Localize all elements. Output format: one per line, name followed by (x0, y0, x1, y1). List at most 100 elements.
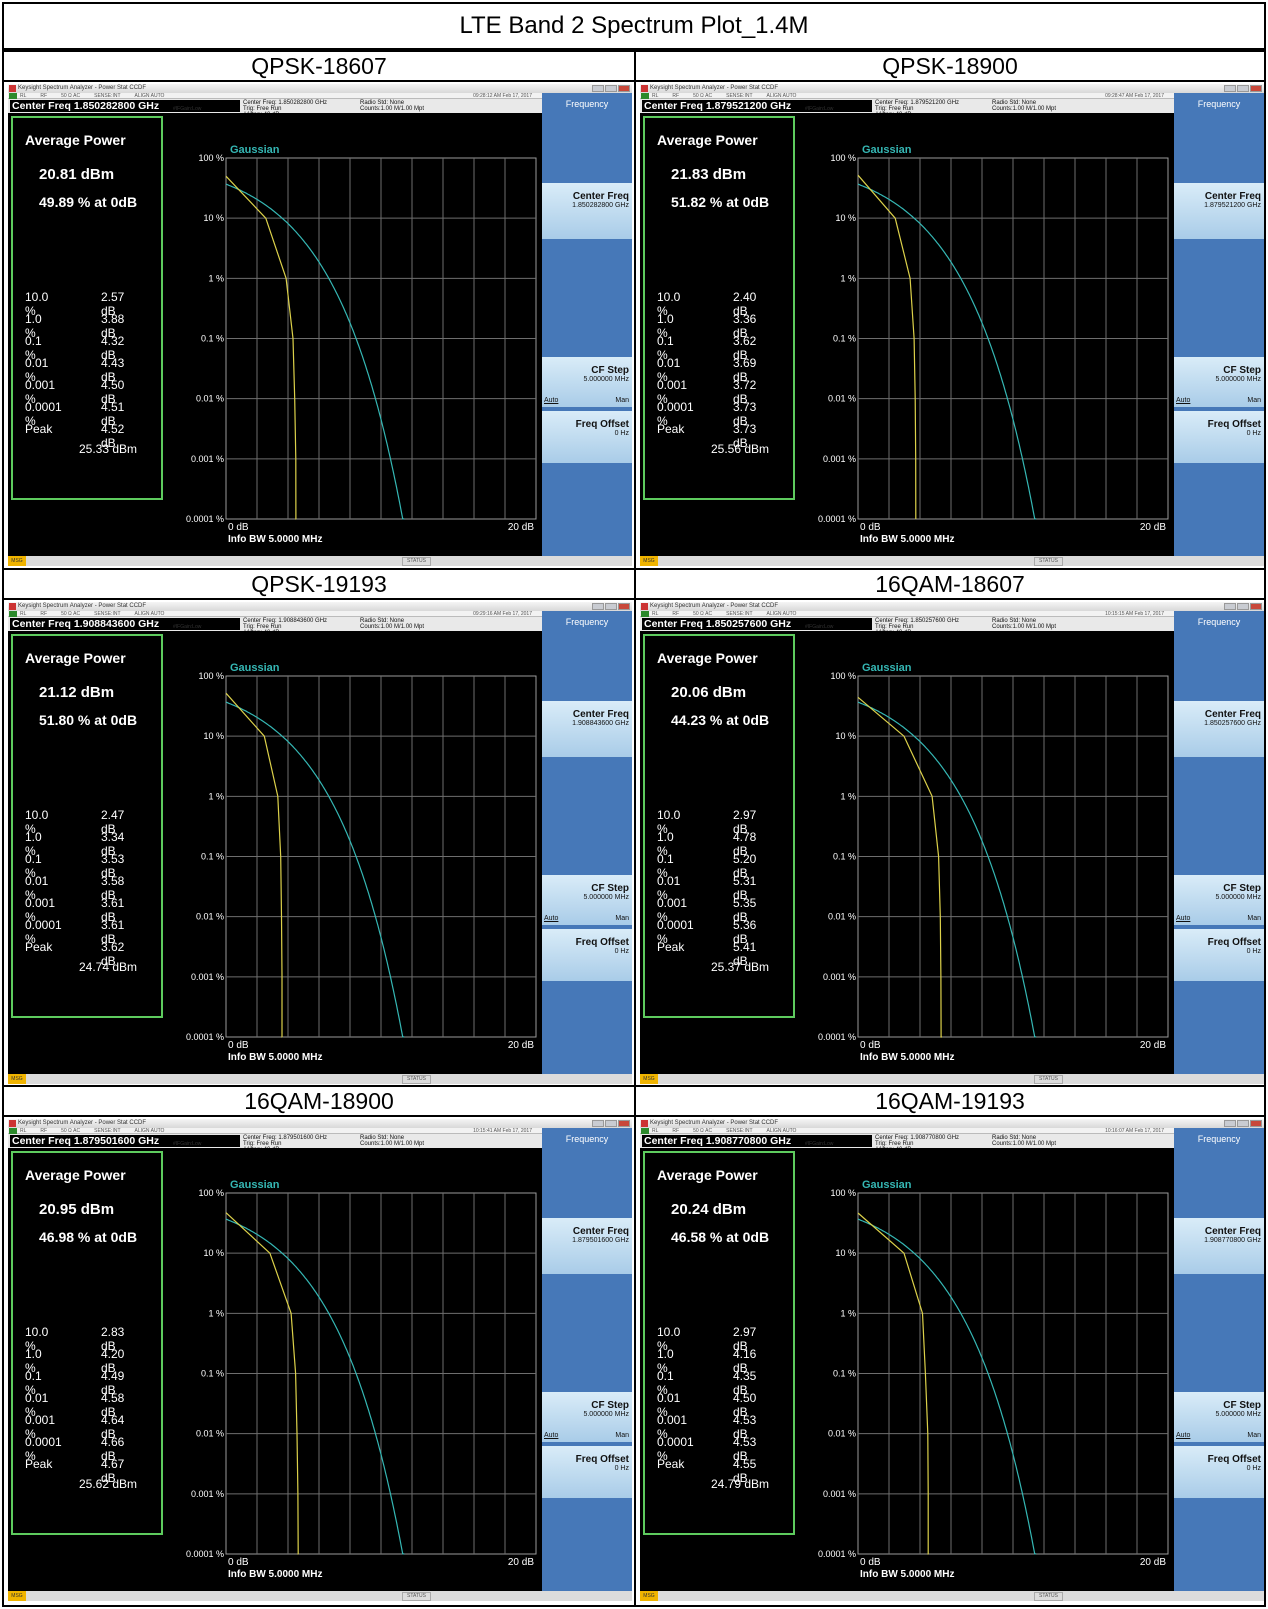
ccdf-row-label: 0.01 % (657, 874, 681, 902)
close-icon[interactable] (618, 85, 630, 92)
message-bar: MSG STATUS (8, 556, 632, 566)
maximize-icon[interactable] (1237, 85, 1249, 92)
msg-indicator[interactable]: MSG (8, 1591, 26, 1601)
y-tick-label: 1 % (208, 1308, 224, 1318)
app-icon (641, 603, 648, 610)
center-freq-readout[interactable]: Center Freq 1.908770800 GHz (642, 1135, 872, 1147)
close-icon[interactable] (618, 603, 630, 610)
center-freq-softkey[interactable]: Center Freq 1.850257600 GHz (1174, 701, 1264, 757)
meas-bar-item: ALIGN AUTO (134, 611, 165, 617)
ccdf-row-value: 3.61 dB (101, 918, 125, 946)
trace-tag (9, 93, 17, 99)
ccdf-row-label: 0.01 % (25, 1391, 49, 1419)
measurement-screen: Average Power 20.24 dBm 46.58 % at 0dB 1… (640, 1148, 1174, 1591)
status-indicator[interactable]: STATUS (1034, 557, 1063, 566)
maximize-icon[interactable] (605, 85, 617, 92)
average-power-title: Average Power (25, 132, 126, 148)
close-icon[interactable] (1250, 603, 1262, 610)
status-indicator[interactable]: STATUS (402, 1592, 431, 1601)
freq-offset-softkey[interactable]: Freq Offset 0 Hz (1174, 411, 1264, 463)
timestamp: 09:28:47 AM Feb 17, 2017 (1105, 93, 1164, 99)
center-freq-readout[interactable]: Center Freq 1.879521200 GHz (642, 100, 872, 112)
y-tick-label: 100 % (198, 153, 224, 163)
gaussian-curve (225, 183, 405, 520)
ccdf-trace (857, 1212, 929, 1555)
settings-bar: RL RF 50 Ω AC SENSE:INT ALIGN AUTO 09:29:16 … (8, 611, 542, 636)
minimize-icon[interactable] (1224, 85, 1236, 92)
cf-step-softkey[interactable]: CF Step 5.000000 MHz Auto Man (542, 1392, 632, 1442)
minimize-icon[interactable] (592, 1120, 604, 1127)
minimize-icon[interactable] (592, 85, 604, 92)
center-freq-readout[interactable]: Center Freq 1.850282800 GHz (10, 100, 240, 112)
plot-cell: QPSK-18900 Keysight Spectrum Analyzer - … (634, 52, 1264, 570)
app-icon (9, 1120, 16, 1127)
meas-bar: RL RF 50 Ω AC SENSE:INT ALIGN AUTO (640, 1128, 1174, 1134)
maximize-icon[interactable] (605, 603, 617, 610)
center-freq-softkey[interactable]: Center Freq 1.908843600 GHz (542, 701, 632, 757)
maximize-icon[interactable] (1237, 1120, 1249, 1127)
center-freq-readout[interactable]: Center Freq 1.908843600 GHz (10, 618, 240, 630)
minimize-icon[interactable] (592, 603, 604, 610)
window-titlebar: Keysight Spectrum Analyzer - Power Stat … (8, 84, 632, 93)
msg-indicator[interactable]: MSG (640, 556, 658, 566)
status-indicator[interactable]: STATUS (402, 557, 431, 566)
minimize-icon[interactable] (1224, 603, 1236, 610)
ccdf-row-label: 1.0 % (657, 1347, 674, 1375)
average-power-value: 20.06 dBm (671, 684, 747, 701)
center-freq-softkey[interactable]: Center Freq 1.879501600 GHz (542, 1218, 632, 1274)
cf-step-softkey[interactable]: CF Step 5.000000 MHz Auto Man (542, 875, 632, 925)
cf-step-softkey[interactable]: CF Step 5.000000 MHz Auto Man (542, 357, 632, 407)
status-indicator[interactable]: STATUS (402, 1075, 431, 1084)
ccdf-row-label: 0.001 % (657, 896, 688, 924)
close-icon[interactable] (1250, 85, 1262, 92)
center-freq-readout[interactable]: Center Freq 1.850257600 GHz (642, 618, 872, 630)
meas-bar: RL RF 50 Ω AC SENSE:INT ALIGN AUTO (640, 611, 1174, 617)
msg-indicator[interactable]: MSG (8, 556, 26, 566)
msg-indicator[interactable]: MSG (640, 1591, 658, 1601)
close-icon[interactable] (1250, 1120, 1262, 1127)
y-tick-label: 10 % (203, 1248, 224, 1258)
center-freq-softkey[interactable]: Center Freq 1.908770800 GHz (1174, 1218, 1264, 1274)
if-gain: #IFGain:Low (173, 624, 202, 630)
maximize-icon[interactable] (1237, 603, 1249, 610)
freq-offset-softkey[interactable]: Freq Offset 0 Hz (542, 929, 632, 981)
maximize-icon[interactable] (605, 1120, 617, 1127)
info-bw-label: Info BW 5.0000 MHz (860, 534, 954, 545)
y-tick-label: 100 % (830, 153, 856, 163)
msg-indicator[interactable]: MSG (8, 1074, 26, 1084)
y-tick-label: 10 % (203, 213, 224, 223)
app-icon (641, 1120, 648, 1127)
y-tick-label: 0.0001 % (186, 1549, 224, 1559)
meas-bar-item: RF (40, 611, 48, 617)
center-freq-softkey[interactable]: Center Freq 1.850282800 GHz (542, 183, 632, 239)
ccdf-row-value: 3.53 dB (101, 852, 125, 880)
y-tick-label: 0.1 % (833, 334, 856, 344)
close-icon[interactable] (618, 1120, 630, 1127)
status-indicator[interactable]: STATUS (1034, 1075, 1063, 1084)
y-tick-label: 100 % (830, 671, 856, 681)
msg-indicator[interactable]: MSG (640, 1074, 658, 1084)
cf-step-softkey[interactable]: CF Step 5.000000 MHz Auto Man (1174, 875, 1264, 925)
ccdf-row-value: 4.51 dB (101, 400, 125, 428)
ccdf-row-value: 4.50 dB (733, 1391, 757, 1419)
info-bw-label: Info BW 5.0000 MHz (860, 1052, 954, 1063)
freq-offset-softkey[interactable]: Freq Offset 0 Hz (1174, 1446, 1264, 1498)
status-indicator[interactable]: STATUS (1034, 1592, 1063, 1601)
ccdf-row-label: 10.0 % (657, 808, 681, 836)
center-freq-softkey[interactable]: Center Freq 1.879521200 GHz (1174, 183, 1264, 239)
freq-offset-softkey[interactable]: Freq Offset 0 Hz (542, 1446, 632, 1498)
ccdf-plot: 100 % 10 % 1 % 0.1 % 0.01 % 0.001 % 0.0001 % 0 … (186, 1179, 537, 1580)
cf-step-softkey[interactable]: CF Step 5.000000 MHz Auto Man (1174, 357, 1264, 407)
ccdf-row-value: 5.20 dB (733, 852, 757, 880)
meas-bar-item: RL (20, 611, 27, 617)
y-tick-label: 0.001 % (191, 972, 224, 982)
cf-step-softkey[interactable]: CF Step 5.000000 MHz Auto Man (1174, 1392, 1264, 1442)
freq-offset-softkey[interactable]: Freq Offset 0 Hz (542, 411, 632, 463)
meas-bar: RL RF 50 Ω AC SENSE:INT ALIGN AUTO (640, 93, 1174, 99)
meas-bar-item: ALIGN AUTO (134, 1128, 165, 1134)
freq-offset-softkey[interactable]: Freq Offset 0 Hz (1174, 929, 1264, 981)
average-power-panel: Average Power 20.95 dBm 46.98 % at 0dB 1… (11, 1151, 163, 1535)
minimize-icon[interactable] (1224, 1120, 1236, 1127)
center-freq-readout[interactable]: Center Freq 1.879501600 GHz (10, 1135, 240, 1147)
